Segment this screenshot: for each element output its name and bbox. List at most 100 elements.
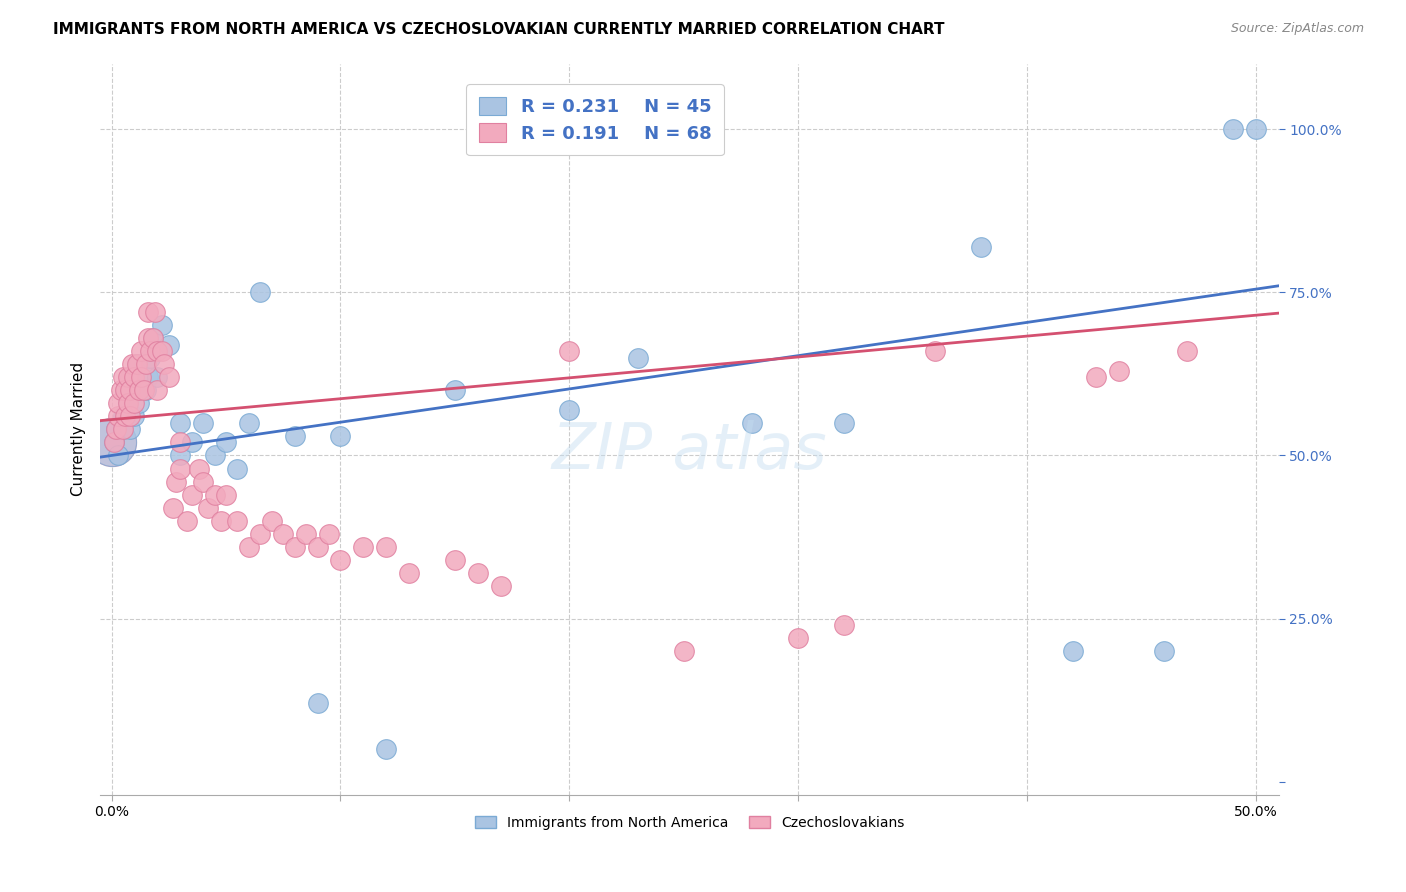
Point — [153, 357, 176, 371]
Point — [150, 344, 173, 359]
Point — [135, 357, 157, 371]
Point — [924, 344, 946, 359]
Point — [558, 344, 581, 359]
Point — [111, 409, 134, 424]
Y-axis label: Currently Married: Currently Married — [72, 362, 86, 497]
Point — [191, 475, 214, 489]
Point — [124, 396, 146, 410]
Point — [1084, 370, 1107, 384]
Point — [100, 435, 122, 450]
Point — [197, 500, 219, 515]
Point — [249, 526, 271, 541]
Point — [142, 331, 165, 345]
Point — [146, 370, 169, 384]
Point — [169, 416, 191, 430]
Point — [136, 370, 159, 384]
Point — [118, 370, 141, 384]
Point — [489, 579, 512, 593]
Point — [157, 370, 180, 384]
Point — [215, 488, 238, 502]
Text: Source: ZipAtlas.com: Source: ZipAtlas.com — [1230, 22, 1364, 36]
Point — [191, 416, 214, 430]
Point — [787, 631, 810, 645]
Point — [249, 285, 271, 300]
Point — [107, 396, 129, 410]
Point — [105, 422, 128, 436]
Point — [117, 396, 139, 410]
Point — [187, 461, 209, 475]
Point — [146, 344, 169, 359]
Point — [444, 383, 467, 397]
Point — [318, 526, 340, 541]
Point — [107, 409, 129, 424]
Point — [627, 351, 650, 365]
Point — [111, 370, 134, 384]
Point — [295, 526, 318, 541]
Point — [1153, 644, 1175, 658]
Point — [121, 357, 143, 371]
Point — [215, 435, 238, 450]
Point — [110, 383, 132, 397]
Point — [146, 383, 169, 397]
Point — [271, 526, 294, 541]
Point — [111, 422, 134, 436]
Point — [118, 422, 141, 436]
Point — [832, 618, 855, 632]
Point — [131, 344, 153, 359]
Point — [307, 697, 329, 711]
Point — [1175, 344, 1198, 359]
Point — [162, 500, 184, 515]
Point — [114, 409, 136, 424]
Point — [132, 383, 155, 397]
Point — [238, 416, 260, 430]
Point — [169, 435, 191, 450]
Text: ZIP atlas: ZIP atlas — [551, 420, 827, 483]
Point — [165, 475, 187, 489]
Point — [143, 305, 166, 319]
Point — [103, 435, 125, 450]
Point — [558, 402, 581, 417]
Point — [114, 383, 136, 397]
Point — [124, 409, 146, 424]
Point — [238, 540, 260, 554]
Point — [1244, 122, 1267, 136]
Point — [169, 449, 191, 463]
Point — [103, 435, 125, 450]
Point — [128, 383, 150, 397]
Point — [124, 383, 146, 397]
Text: IMMIGRANTS FROM NORTH AMERICA VS CZECHOSLOVAKIAN CURRENTLY MARRIED CORRELATION C: IMMIGRANTS FROM NORTH AMERICA VS CZECHOS… — [53, 22, 945, 37]
Point — [132, 357, 155, 371]
Point — [111, 422, 134, 436]
Point — [329, 553, 352, 567]
Point — [135, 383, 157, 397]
Point — [176, 514, 198, 528]
Point — [117, 370, 139, 384]
Point — [125, 357, 148, 371]
Point — [118, 409, 141, 424]
Point — [329, 429, 352, 443]
Legend: Immigrants from North America, Czechoslovakians: Immigrants from North America, Czechoslo… — [470, 810, 910, 835]
Point — [169, 461, 191, 475]
Point — [128, 396, 150, 410]
Point — [226, 461, 249, 475]
Point — [444, 553, 467, 567]
Point — [375, 540, 398, 554]
Point — [260, 514, 283, 528]
Point — [114, 383, 136, 397]
Point — [375, 742, 398, 756]
Point — [125, 357, 148, 371]
Point — [398, 566, 420, 580]
Point — [157, 337, 180, 351]
Point — [139, 344, 162, 359]
Point — [832, 416, 855, 430]
Point — [672, 644, 695, 658]
Point — [100, 435, 122, 450]
Point — [142, 331, 165, 345]
Point — [118, 383, 141, 397]
Point — [131, 370, 153, 384]
Point — [131, 370, 153, 384]
Point — [226, 514, 249, 528]
Point — [150, 318, 173, 332]
Point — [467, 566, 489, 580]
Point — [136, 331, 159, 345]
